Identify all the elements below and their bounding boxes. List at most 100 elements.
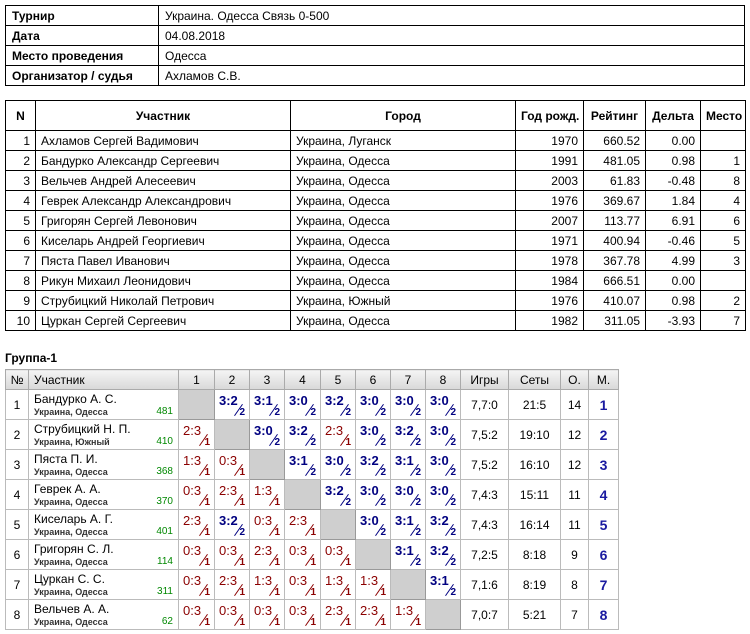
player-city: Украина, Одесса	[34, 527, 108, 537]
result-cell: 2:3 1	[355, 599, 391, 630]
participant-cell: Украина, Южный	[290, 290, 516, 311]
participant-cell: 666.51	[583, 270, 646, 291]
participant-row: 8 Рикун Михаил Леонидович Украина, Одесса 1…	[5, 270, 746, 291]
player-city: Украина, Одесса	[34, 497, 108, 507]
score: 3:1	[254, 393, 273, 408]
score: 3:2	[325, 483, 344, 498]
column-header: N	[5, 100, 36, 131]
result: 3:0 2	[426, 480, 460, 509]
result: 1:3 1	[250, 570, 284, 599]
score: 1:3	[360, 573, 379, 588]
result-cell: 3:2 2	[320, 389, 356, 420]
row-number: 2	[5, 419, 29, 450]
player-rating: 481	[156, 406, 173, 417]
participant-cell: Ахламов Сергей Вадимович	[35, 130, 291, 151]
column-header: Дельта	[645, 100, 701, 131]
participant-row: 7 Пяста Павел Иванович Украина, Одесса 1978…	[5, 250, 746, 271]
result: 0:3 1	[250, 510, 284, 539]
sets: 8:18	[508, 539, 561, 570]
match-points: 1	[274, 557, 280, 568]
player-cell: Григорян С. Л. Украина, Одесса 114	[28, 539, 179, 570]
score: 3:0	[430, 483, 449, 498]
group-row: 6 Григорян С. Л. Украина, Одесса 114 0:3 1 0:3…	[5, 539, 619, 570]
result: 2:3 1	[215, 570, 249, 599]
place: 4	[588, 479, 619, 510]
participant-cell: Украина, Луганск	[290, 130, 516, 151]
result: 3:0 2	[285, 390, 320, 419]
score: 3:2	[289, 423, 308, 438]
participant-cell: 1978	[515, 250, 584, 271]
player-name: Струбицкий Н. П.	[34, 422, 131, 436]
result: 3:0 2	[426, 390, 460, 419]
score: 0:3	[289, 573, 308, 588]
result: 0:3 1	[215, 450, 249, 479]
participant-cell: 4	[5, 190, 36, 211]
match-points: 2	[450, 587, 456, 598]
group-row: 5 Киселарь А. Г. Украина, Одесса 401 2:3 1 3:2…	[5, 509, 619, 540]
games: 7,7:0	[460, 389, 509, 420]
score: 3:1	[395, 513, 414, 528]
participant-cell: -0.46	[645, 230, 701, 251]
header-row: N Участник Город Год рожд. Рейтинг Дельта Мест…	[5, 100, 746, 131]
participant-cell: 2007	[515, 210, 584, 231]
participant-cell: 7	[5, 250, 36, 271]
participant-cell: 0.00	[645, 130, 701, 151]
player-cell: Пяста П. И. Украина, Одесса 368	[28, 449, 179, 480]
result-cell: 3:0 2	[390, 389, 426, 420]
participant-cell: 6.91	[645, 210, 701, 231]
match-points: 1	[274, 497, 280, 508]
score: 0:3	[183, 603, 202, 618]
result-cell: 2:3 1	[178, 419, 215, 450]
score: 3:0	[395, 483, 414, 498]
result: 0:3 1	[179, 570, 214, 599]
result-cell: 3:2 2	[390, 419, 426, 450]
info-row: Турнир Украина. Одесса Связь 0-500	[5, 5, 745, 26]
row-number: 6	[5, 539, 29, 570]
match-points: 2	[450, 557, 456, 568]
self-cell	[390, 569, 426, 600]
result-cell: 0:3 1	[284, 539, 321, 570]
games: 7,5:2	[460, 419, 509, 450]
result-cell: 0:3 1	[214, 539, 250, 570]
match-points: 2	[310, 437, 316, 448]
self-cell	[284, 479, 321, 510]
score: 0:3	[219, 543, 238, 558]
result: 1:3 1	[321, 570, 355, 599]
participant-cell: Украина, Одесса	[290, 270, 516, 291]
result: 3:0 2	[356, 480, 390, 509]
column-header: 4	[284, 369, 321, 390]
sets: 5:21	[508, 599, 561, 630]
score: 0:3	[254, 603, 273, 618]
match-points: 1	[345, 557, 351, 568]
match-points: 2	[450, 497, 456, 508]
result-cell: 0:3 1	[249, 509, 285, 540]
score: 3:0	[254, 423, 273, 438]
participant-cell: -3.93	[645, 310, 701, 331]
participant-row: 5 Григорян Сергей Левонович Украина, Одесс…	[5, 210, 746, 231]
match-points: 1	[204, 497, 210, 508]
column-header: 8	[425, 369, 461, 390]
participant-row: 2 Бандурко Александр Сергеевич Украина, Од…	[5, 150, 746, 171]
score: 3:0	[430, 453, 449, 468]
match-points: 2	[415, 497, 421, 508]
player-city: Украина, Одесса	[34, 587, 108, 597]
result: 2:3 1	[179, 420, 214, 449]
result: 3:0 2	[426, 450, 460, 479]
participant-cell: 1984	[515, 270, 584, 291]
match-points: 1	[239, 467, 245, 478]
score: 3:2	[430, 543, 449, 558]
result: 3:2 2	[356, 450, 390, 479]
score: 1:3	[183, 453, 202, 468]
place: 3	[588, 449, 619, 480]
result-cell: 3:0 2	[284, 389, 321, 420]
points: 12	[560, 419, 589, 450]
participant-cell: Бандурко Александр Сергеевич	[35, 150, 291, 171]
participant-cell: Киселарь Андрей Георгиевич	[35, 230, 291, 251]
score: 2:3	[219, 573, 238, 588]
result: 3:1 2	[391, 510, 425, 539]
column-header: 2	[214, 369, 250, 390]
participant-cell: 6	[700, 210, 746, 231]
place: 1	[588, 389, 619, 420]
result: 0:3 1	[215, 600, 249, 629]
place: 6	[588, 539, 619, 570]
